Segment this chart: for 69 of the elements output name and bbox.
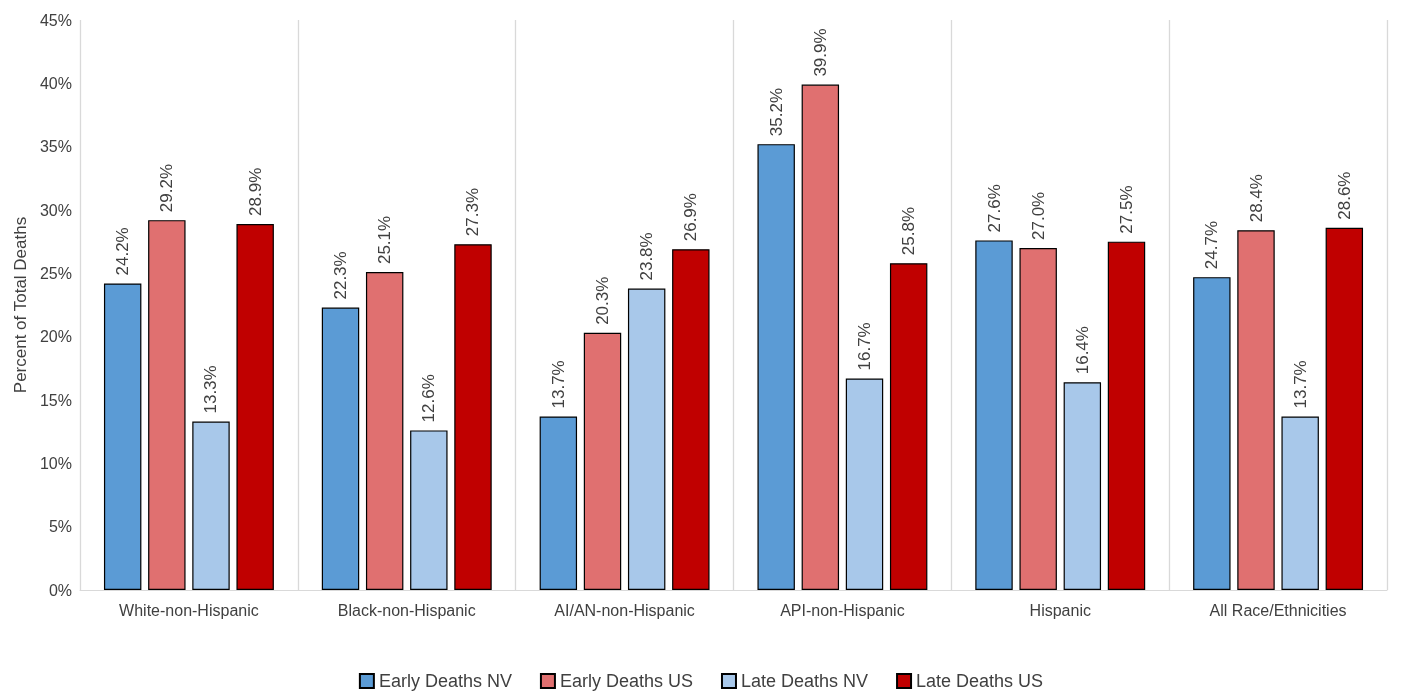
data-label: 27.0% (1028, 191, 1048, 240)
bar (1107, 241, 1146, 590)
data-label: 24.7% (1202, 220, 1222, 270)
bar (672, 249, 710, 590)
bar (1063, 382, 1102, 590)
y-tick-label: 40% (39, 74, 72, 92)
bar (539, 416, 578, 590)
data-label: 29.2% (157, 163, 177, 213)
bar (1281, 416, 1319, 590)
x-tick-label: Black-non-Hispanic (337, 601, 476, 619)
legend-label: Early Deaths US (559, 671, 693, 691)
data-label: 27.3% (463, 188, 483, 237)
data-label: 23.8% (637, 232, 657, 281)
data-label: 39.9% (810, 28, 830, 77)
bar (148, 220, 186, 590)
bar (192, 421, 230, 590)
y-axis-title: Percent of Total Deaths (11, 216, 31, 394)
data-label: 28.4% (1246, 174, 1266, 223)
data-label: 28.6% (1334, 171, 1354, 220)
bar (236, 223, 274, 590)
bar (583, 332, 622, 590)
data-label: 27.5% (1116, 185, 1136, 234)
data-label: 20.3% (593, 276, 612, 325)
data-label: 24.2% (113, 227, 133, 276)
y-tick-label: 5% (48, 518, 72, 536)
bar (845, 378, 884, 590)
data-label: 16.4% (1072, 326, 1092, 375)
y-tick-label: 35% (39, 138, 72, 156)
data-label: 27.6% (984, 184, 1004, 233)
data-label: 13.3% (201, 365, 221, 414)
bar (103, 283, 142, 590)
bar (410, 430, 448, 590)
data-label: 35.2% (766, 87, 786, 137)
x-tick-label: Hispanic (1029, 601, 1091, 619)
y-tick-label: 10% (39, 454, 72, 472)
bar (1019, 248, 1057, 590)
bar (1325, 227, 1364, 590)
data-label: 25.1% (375, 215, 395, 265)
data-label: 26.9% (681, 193, 701, 242)
x-tick-label: All Race/Ethnicities (1209, 601, 1347, 619)
legend-label: Early Deaths NV (378, 671, 512, 691)
data-label: 25.8% (899, 207, 919, 256)
y-tick-label: 15% (39, 391, 72, 409)
x-tick-label: White-non-Hispanic (119, 601, 259, 619)
legend-label: Late Deaths NV (740, 671, 869, 691)
bar (1193, 277, 1231, 590)
x-tick-label: API-non-Hispanic (780, 601, 905, 619)
bar (975, 240, 1013, 590)
bar (627, 288, 666, 590)
bar (1237, 230, 1275, 590)
bar (454, 244, 492, 590)
bar (801, 84, 840, 590)
data-label: 28.9% (245, 167, 265, 216)
bar (757, 144, 795, 590)
y-tick-label: 45% (39, 11, 72, 29)
legend-label: Late Deaths US (916, 671, 1044, 691)
y-tick-label: 25% (39, 264, 72, 282)
y-tick-label: 20% (39, 328, 72, 346)
y-tick-label: 0% (48, 581, 72, 599)
data-label: 16.7% (855, 322, 874, 371)
data-label: 12.6% (419, 374, 439, 423)
data-label: 13.7% (1290, 360, 1310, 409)
x-tick-label: AI/AN-non-Hispanic (554, 601, 695, 619)
data-label: 22.3% (331, 251, 351, 300)
bar (889, 263, 928, 590)
data-label: 13.7% (548, 360, 568, 409)
bar (365, 272, 404, 590)
y-tick-label: 30% (39, 201, 72, 219)
bar (321, 307, 360, 590)
